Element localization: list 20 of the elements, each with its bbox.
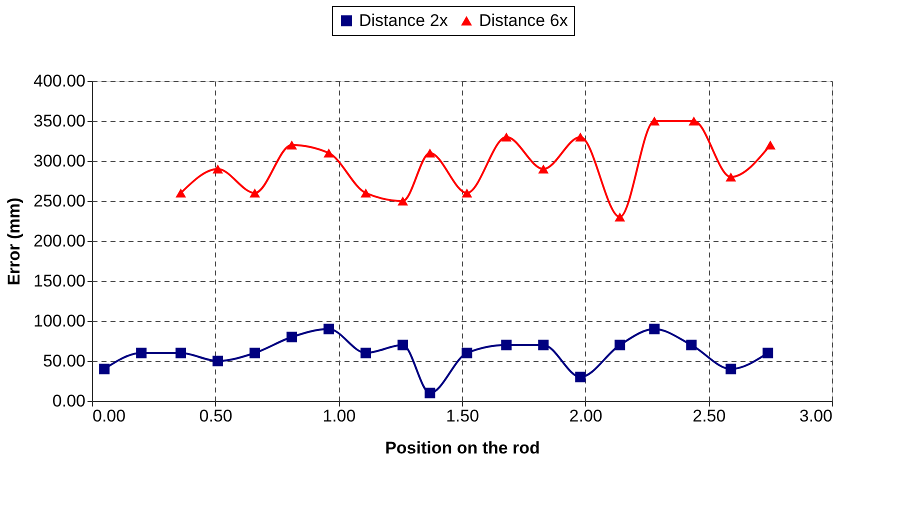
y-tick-label: 400.00 (34, 72, 86, 90)
x-axis-title: Position on the rod (385, 438, 540, 458)
y-tick-label: 200.00 (34, 232, 86, 250)
x-tick-label: 2.50 (692, 406, 726, 426)
y-tick-label: 250.00 (34, 192, 86, 210)
y-tick-label: 350.00 (34, 112, 86, 130)
x-tick-label: 2.00 (569, 406, 602, 426)
x-tick-label: 3.00 (799, 406, 832, 426)
x-tick-label: 0.50 (199, 406, 232, 426)
y-tick-label: 0.00 (52, 392, 86, 410)
x-tick-label: 1.50 (446, 406, 480, 426)
y-tick-label: 50.00 (42, 352, 86, 370)
legend-label: Distance 6x (479, 10, 568, 30)
y-tick-label: 100.00 (34, 312, 86, 330)
x-tick-label: 0.00 (92, 406, 126, 426)
y-tick-label: 300.00 (34, 152, 86, 170)
legend-label: Distance 2x (359, 10, 448, 30)
y-tick-label: 150.00 (34, 272, 86, 290)
x-tick-label: 1.00 (322, 406, 356, 426)
y-axis-title: Error (mm) (4, 198, 24, 286)
